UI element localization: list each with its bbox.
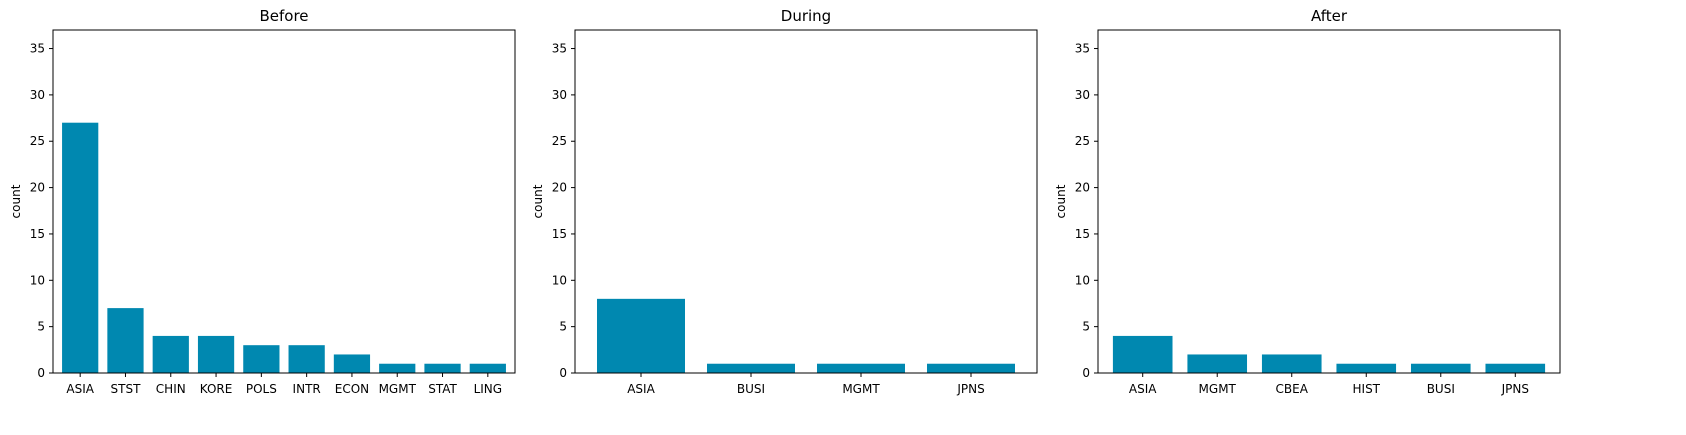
axes-frame [1097, 29, 1561, 374]
x-tick-label: MGMT [1199, 382, 1237, 396]
y-tick-label: 30 [552, 88, 567, 102]
x-tick-label: BUSI [737, 382, 765, 396]
y-tick-label: 10 [552, 273, 567, 287]
x-tick-label: HIST [1353, 382, 1381, 396]
bar-hist [1336, 363, 1397, 373]
y-tick-label: 25 [1075, 134, 1090, 148]
bar-intr [288, 345, 325, 373]
y-tick-label: 20 [30, 181, 45, 195]
bar-chin [152, 335, 189, 373]
subplot-during: 0 5 10 15 20 25 30 35 ASIA BUSI MGMT JPNS During coun… [531, 7, 1038, 396]
x-tick-label: STST [111, 382, 142, 396]
bar-asia [62, 122, 99, 373]
y-tick-label: 0 [1082, 366, 1090, 380]
y-tick-label: 5 [1082, 320, 1090, 334]
x-tick-label: BUSI [1427, 382, 1455, 396]
subplot-before: 0 5 10 15 20 25 30 35 ASIA STST CHIN KORE POLS INTR EC… [9, 7, 516, 396]
y-tick-label: 10 [1075, 273, 1090, 287]
x-tick-label: JPNS [1501, 382, 1529, 396]
y-tick-label: 30 [30, 88, 45, 102]
axes-frame [574, 29, 1038, 374]
y-tick-label: 0 [37, 366, 45, 380]
bar-mgmt [817, 363, 905, 373]
y-axis-label: count [9, 184, 23, 218]
y-tick-label: 5 [37, 320, 45, 334]
bar-mgmt [379, 363, 416, 373]
y-tick-label: 0 [559, 366, 567, 380]
bar-asia [597, 298, 685, 373]
x-tick-label: ASIA [627, 382, 655, 396]
y-tick-label: 25 [30, 134, 45, 148]
y-tick-label: 35 [1075, 42, 1090, 56]
x-tick-label: LING [474, 382, 503, 396]
x-tick-label: JPNS [956, 382, 984, 396]
y-tick-label: 15 [1075, 227, 1090, 241]
bar-jpns [1485, 363, 1546, 373]
chart-title: Before [259, 7, 308, 25]
bar-pols [243, 345, 280, 373]
bar-econ [333, 354, 371, 373]
y-tick-label: 10 [30, 273, 45, 287]
y-tick-label: 30 [1075, 88, 1090, 102]
x-tick-label: STAT [428, 382, 457, 396]
y-tick-label: 25 [552, 134, 567, 148]
x-tick-label: KORE [200, 382, 233, 396]
bar-asia [1112, 335, 1173, 373]
x-tick-label: ASIA [66, 382, 94, 396]
bar-ling [469, 363, 506, 373]
y-axis-label: count [1054, 184, 1068, 218]
chart-title: During [781, 7, 831, 25]
bar-cbea [1261, 354, 1322, 373]
y-tick-label: 15 [552, 227, 567, 241]
x-tick-label: CHIN [156, 382, 186, 396]
chart-title: After [1311, 7, 1348, 25]
x-tick-label: ECON [335, 382, 369, 396]
x-tick-label: ASIA [1129, 382, 1157, 396]
axes-frame [52, 29, 516, 374]
x-tick-label: MGMT [842, 382, 880, 396]
y-tick-label: 5 [559, 320, 567, 334]
bar-stst [107, 308, 144, 373]
bar-kore [197, 335, 235, 373]
subplot-after: 0 5 10 15 20 25 30 35 ASIA MGMT CBEA HIST BUSI JPNS Af… [1054, 7, 1561, 396]
x-tick-label: POLS [246, 382, 277, 396]
bar-busi [707, 363, 795, 373]
y-tick-label: 15 [30, 227, 45, 241]
y-tick-label: 20 [1075, 181, 1090, 195]
y-tick-label: 20 [552, 181, 567, 195]
bar-mgmt [1187, 354, 1248, 373]
y-tick-label: 35 [30, 42, 45, 56]
bar-busi [1410, 363, 1471, 373]
bar-jpns [927, 363, 1015, 373]
bar-stat [424, 363, 461, 373]
y-tick-label: 35 [552, 42, 567, 56]
x-tick-label: MGMT [379, 382, 417, 396]
x-tick-label: CBEA [1276, 382, 1309, 396]
x-tick-label: INTR [293, 382, 321, 396]
y-axis-label: count [531, 184, 545, 218]
